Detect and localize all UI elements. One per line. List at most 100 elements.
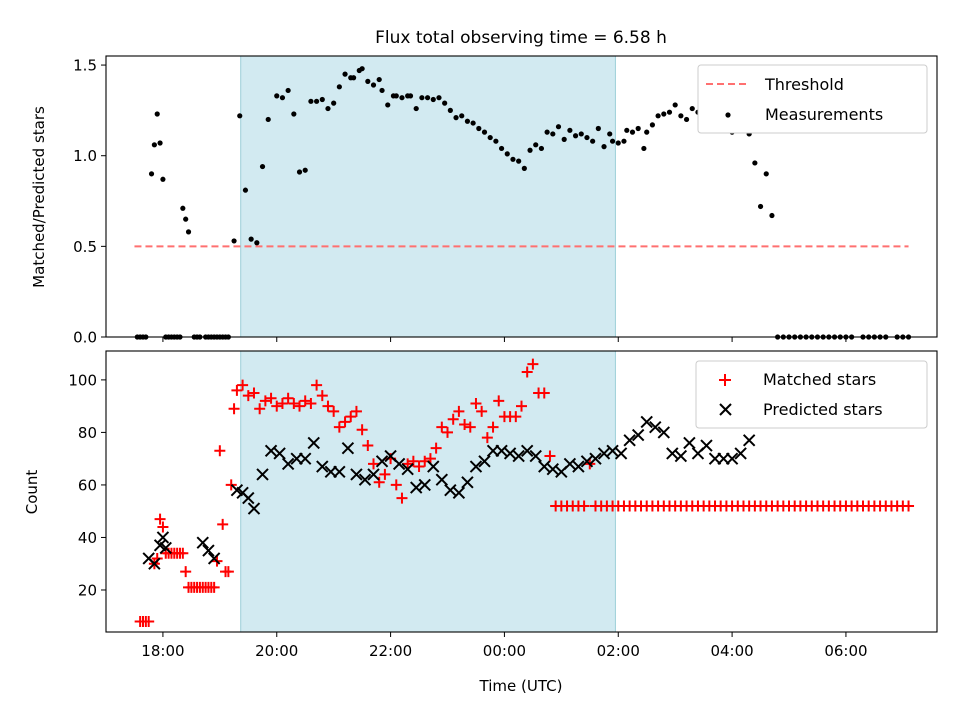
matched-point: [242, 390, 254, 402]
matched-point: [903, 500, 915, 512]
matched-point: [481, 432, 493, 444]
measurement-point: [308, 98, 314, 104]
measurement-point: [442, 100, 448, 106]
measurement-point: [635, 125, 641, 132]
matched-point: [157, 521, 169, 533]
y-tick-label: 80: [78, 424, 97, 442]
matched-point: [356, 424, 368, 436]
matched-point: [217, 518, 229, 530]
measurement-point: [359, 66, 365, 72]
predicted-point: [623, 434, 636, 447]
predicted-point: [196, 536, 209, 549]
measurement-point: [148, 171, 155, 177]
measurement-point: [302, 167, 308, 173]
matched-point: [430, 442, 442, 454]
measurement-point: [601, 144, 607, 150]
predicted-point: [392, 457, 406, 471]
matched-point: [333, 421, 345, 433]
matched-point: [527, 358, 539, 370]
measurement-point: [242, 187, 249, 193]
matched-point: [379, 468, 391, 480]
matched-point: [516, 400, 527, 412]
x-tick-label: 20:00: [255, 642, 298, 660]
predicted-point: [589, 452, 602, 465]
matched-point: [413, 461, 425, 473]
measurement-point: [399, 95, 405, 101]
measurement-point: [231, 238, 237, 244]
measurement-point: [325, 105, 331, 112]
matched-point: [180, 566, 192, 578]
matched-point: [143, 615, 155, 627]
measurement-point: [157, 140, 163, 146]
predicted-point: [649, 420, 662, 434]
predicted-point: [461, 476, 474, 489]
y-tick-label: 0.5: [73, 238, 97, 256]
matched-point: [271, 400, 283, 412]
bottom-shaded-span: [240, 350, 616, 633]
predicted-point: [478, 455, 491, 468]
matched-point: [373, 476, 385, 488]
measurement-point: [407, 93, 414, 99]
matched-point: [328, 405, 340, 417]
measurement-point: [590, 138, 596, 144]
predicted-point: [563, 457, 577, 471]
predicted-point: [202, 544, 215, 557]
y-tick-label: 100: [68, 371, 97, 389]
predicted-point: [452, 486, 466, 500]
measurement-point: [666, 109, 673, 115]
predicted-point: [350, 468, 363, 481]
top-shaded-span: [240, 55, 616, 338]
measurement-point: [419, 95, 425, 101]
legend-threshold-label: Threshold: [764, 75, 844, 94]
top-panel: 0.0 0.5 1.0 1.5 Matched/Predicted stars Thr…: [30, 55, 938, 347]
measurement-point: [555, 124, 562, 130]
measurement-point: [649, 122, 656, 128]
matched-point: [487, 421, 499, 433]
measurement-point: [160, 176, 166, 182]
matched-point: [265, 392, 277, 404]
predicted-point: [734, 447, 747, 460]
measurement-point: [521, 165, 527, 171]
predicted-point: [657, 426, 671, 439]
measurement-point: [274, 93, 280, 99]
bottom-axes: 20 40 60 80 100 18:00 20:00 22:00 00:00 02:00 04:0…: [68, 371, 867, 660]
predicted-point: [469, 460, 483, 473]
measurement-point: [279, 95, 286, 101]
measurement-point: [183, 216, 189, 222]
measurement-point: [365, 78, 371, 84]
chart-title: Flux total observing time = 6.58 h: [375, 28, 667, 48]
measurement-point: [259, 163, 266, 170]
predicted-point: [435, 473, 449, 486]
predicted-point: [264, 444, 278, 458]
measurement-point: [672, 102, 678, 108]
measurement-point: [544, 129, 550, 135]
matched-point: [390, 479, 402, 491]
legend-matched-label: Matched stars: [763, 370, 876, 389]
matched-point: [222, 566, 234, 578]
matched-point: [254, 403, 266, 415]
measurement-point: [436, 95, 442, 101]
matched-point: [154, 513, 166, 525]
predicted-point: [597, 447, 611, 460]
matched-point: [259, 395, 271, 407]
legend-measurements-swatch: [725, 112, 731, 118]
measurement-point: [459, 113, 465, 119]
y-tick-label: 20: [78, 581, 97, 599]
matched-point: [339, 416, 351, 428]
predicted-point: [281, 457, 295, 471]
measurement-point: [533, 142, 539, 148]
measurement-point: [291, 111, 297, 117]
measurement-point: [550, 131, 556, 137]
matched-point: [396, 492, 408, 504]
matched-point: [578, 500, 590, 512]
matched-point: [177, 547, 189, 559]
measurement-point: [319, 96, 325, 103]
matched-point: [282, 392, 294, 404]
x-tick-label: 00:00: [483, 642, 526, 660]
measurement-point: [336, 84, 342, 90]
measurement-point: [453, 115, 459, 121]
bottom-legend: Matched stars Predicted stars: [695, 360, 928, 429]
measurement-point: [331, 100, 337, 106]
predicted-point: [683, 436, 696, 450]
matched-point: [228, 403, 240, 415]
